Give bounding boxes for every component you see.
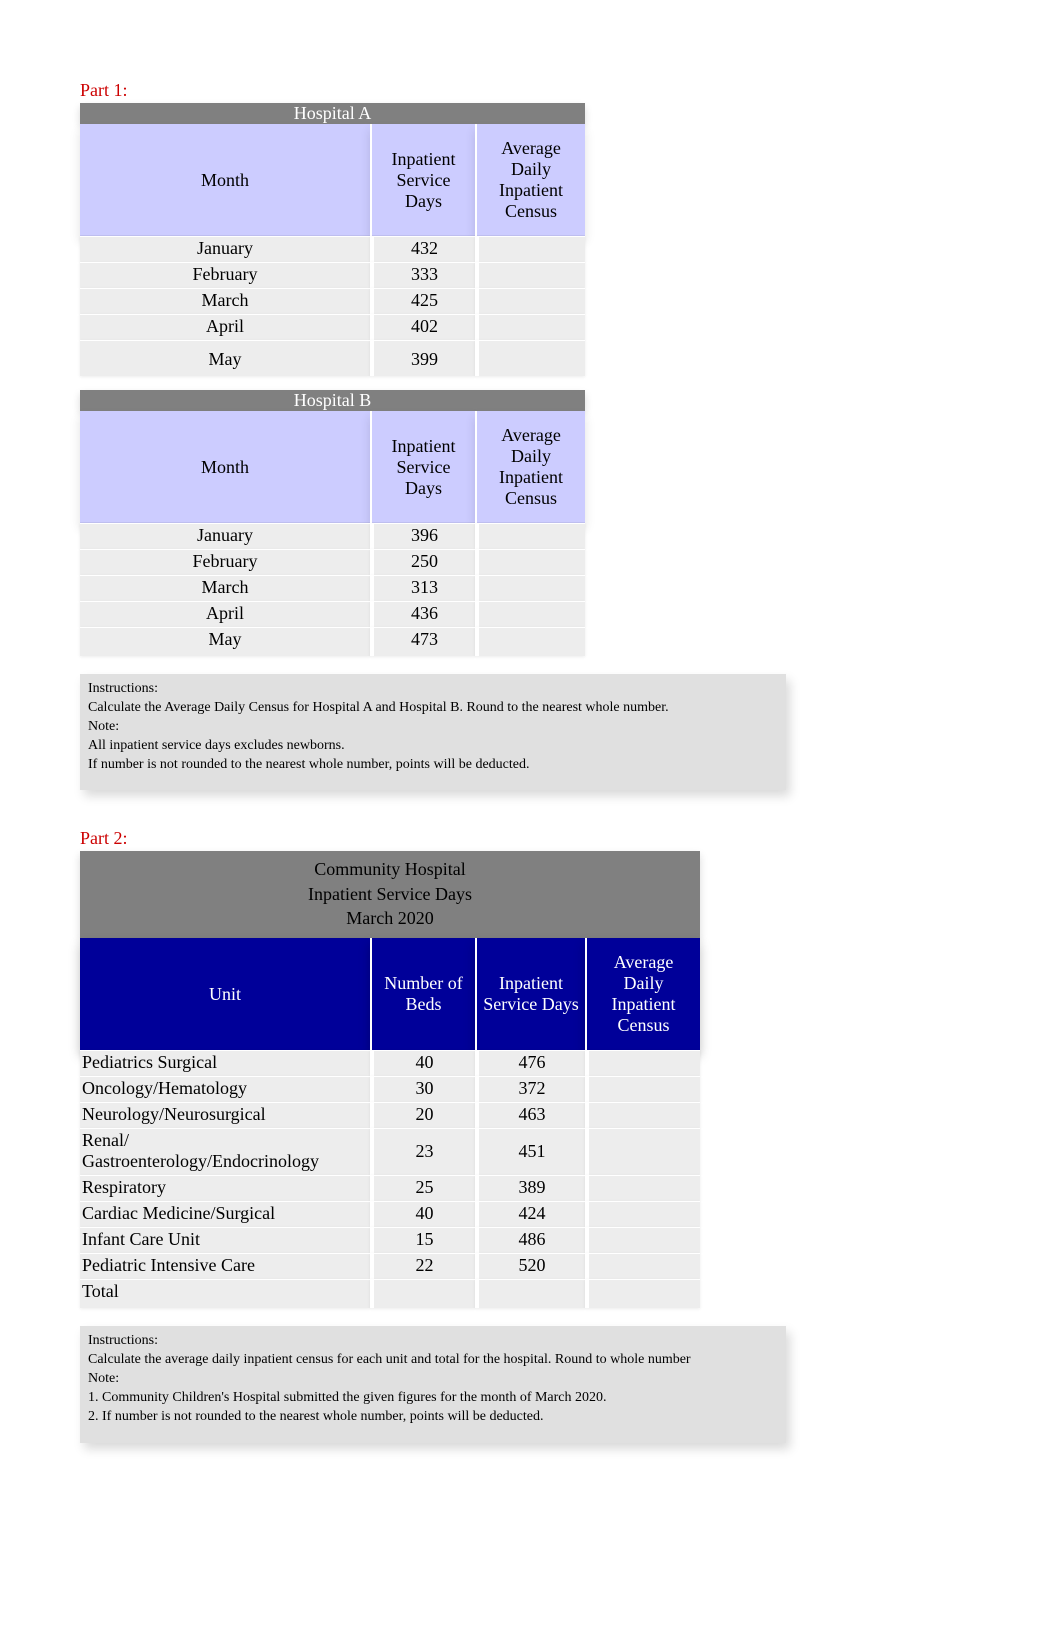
cell-days: 372 xyxy=(475,1076,585,1102)
cell-beds: 22 xyxy=(370,1253,475,1279)
cell-unit: Pediatric Intensive Care xyxy=(80,1253,370,1279)
col-avg-census: Average Daily Inpatient Census xyxy=(475,124,585,236)
cell-days: 333 xyxy=(370,262,475,288)
cell-census[interactable] xyxy=(585,1076,700,1102)
instr-line: 1. Community Children's Hospital submitt… xyxy=(88,1389,778,1408)
cell-days: 473 xyxy=(370,627,475,656)
instr-line: Note: xyxy=(88,718,778,737)
cell-days: 451 xyxy=(475,1128,585,1175)
cell-month: March xyxy=(80,575,370,601)
cell-days: 399 xyxy=(370,340,475,376)
cell-days: 389 xyxy=(475,1175,585,1201)
instr-line: Calculate the Average Daily Census for H… xyxy=(88,699,778,718)
title-line: Inpatient Service Days xyxy=(80,882,700,906)
part2-instructions: Instructions: Calculate the average dail… xyxy=(80,1326,786,1442)
cell-month: February xyxy=(80,549,370,575)
cell-unit: Pediatrics Surgical xyxy=(80,1050,370,1076)
cell-census[interactable] xyxy=(475,575,585,601)
part1-instructions: Instructions: Calculate the Average Dail… xyxy=(80,674,786,790)
cell-beds: 15 xyxy=(370,1227,475,1253)
cell-beds-total[interactable] xyxy=(370,1279,475,1308)
cell-month: April xyxy=(80,601,370,627)
cell-month: May xyxy=(80,627,370,656)
cell-unit-total: Total xyxy=(80,1279,370,1308)
cell-census[interactable] xyxy=(585,1227,700,1253)
cell-month: April xyxy=(80,314,370,340)
part2-label: Part 2: xyxy=(80,828,982,849)
cell-beds: 25 xyxy=(370,1175,475,1201)
col-avg-census: Average Daily Inpatient Census xyxy=(475,411,585,523)
instr-line: Calculate the average daily inpatient ce… xyxy=(88,1351,778,1370)
cell-month: January xyxy=(80,236,370,262)
cell-census[interactable] xyxy=(475,340,585,376)
cell-census-total[interactable] xyxy=(585,1279,700,1308)
cell-census[interactable] xyxy=(585,1253,700,1279)
title-line: Community Hospital xyxy=(80,857,700,881)
title-line: March 2020 xyxy=(80,906,700,930)
cell-unit: Respiratory xyxy=(80,1175,370,1201)
col-month: Month xyxy=(80,124,370,236)
cell-month: February xyxy=(80,262,370,288)
community-title: Community Hospital Inpatient Service Day… xyxy=(80,851,700,938)
cell-census[interactable] xyxy=(475,601,585,627)
cell-census[interactable] xyxy=(475,523,585,549)
cell-census[interactable] xyxy=(475,236,585,262)
cell-unit: Oncology/Hematology xyxy=(80,1076,370,1102)
cell-days: 432 xyxy=(370,236,475,262)
cell-beds: 40 xyxy=(370,1201,475,1227)
instr-line: If number is not rounded to the nearest … xyxy=(88,756,778,775)
community-hospital-table: Community Hospital Inpatient Service Day… xyxy=(80,851,700,1308)
cell-days: 436 xyxy=(370,601,475,627)
instr-line: Instructions: xyxy=(88,680,778,699)
cell-census[interactable] xyxy=(475,627,585,656)
cell-beds: 40 xyxy=(370,1050,475,1076)
cell-census[interactable] xyxy=(475,549,585,575)
cell-days: 402 xyxy=(370,314,475,340)
col-inpatient-days: Inpatient Service Days xyxy=(370,124,475,236)
instr-line: Instructions: xyxy=(88,1332,778,1351)
cell-census[interactable] xyxy=(585,1175,700,1201)
cell-beds: 30 xyxy=(370,1076,475,1102)
col-inpatient-days: Inpatient Service Days xyxy=(370,411,475,523)
cell-days: 425 xyxy=(370,288,475,314)
cell-days: 396 xyxy=(370,523,475,549)
col-avg-census: Average Daily Inpatient Census xyxy=(585,938,700,1050)
cell-days: 313 xyxy=(370,575,475,601)
instr-line: Note: xyxy=(88,1370,778,1389)
cell-beds: 20 xyxy=(370,1102,475,1128)
cell-census[interactable] xyxy=(475,288,585,314)
cell-unit: Renal/ Gastroenterology/Endocrinology xyxy=(80,1128,370,1175)
cell-unit: Neurology/Neurosurgical xyxy=(80,1102,370,1128)
cell-beds: 23 xyxy=(370,1128,475,1175)
hospital-a-title: Hospital A xyxy=(80,103,585,124)
hospital-a-table: Hospital A Month Inpatient Service Days … xyxy=(80,103,585,376)
cell-census[interactable] xyxy=(475,314,585,340)
col-inpatient-days: Inpatient Service Days xyxy=(475,938,585,1050)
cell-census[interactable] xyxy=(585,1050,700,1076)
part1-label: Part 1: xyxy=(80,80,982,101)
instr-line: 2. If number is not rounded to the neare… xyxy=(88,1408,778,1427)
instr-line: All inpatient service days excludes newb… xyxy=(88,737,778,756)
cell-days: 486 xyxy=(475,1227,585,1253)
col-unit: Unit xyxy=(80,938,370,1050)
hospital-b-table: Hospital B Month Inpatient Service Days … xyxy=(80,390,585,656)
cell-month: May xyxy=(80,340,370,376)
col-beds: Number of Beds xyxy=(370,938,475,1050)
cell-census[interactable] xyxy=(585,1128,700,1175)
cell-census[interactable] xyxy=(585,1102,700,1128)
cell-month: March xyxy=(80,288,370,314)
cell-unit: Cardiac Medicine/Surgical xyxy=(80,1201,370,1227)
cell-month: January xyxy=(80,523,370,549)
cell-days: 520 xyxy=(475,1253,585,1279)
cell-census[interactable] xyxy=(585,1201,700,1227)
cell-days: 424 xyxy=(475,1201,585,1227)
cell-unit: Infant Care Unit xyxy=(80,1227,370,1253)
cell-days: 250 xyxy=(370,549,475,575)
col-month: Month xyxy=(80,411,370,523)
cell-census[interactable] xyxy=(475,262,585,288)
cell-days-total[interactable] xyxy=(475,1279,585,1308)
cell-days: 463 xyxy=(475,1102,585,1128)
cell-days: 476 xyxy=(475,1050,585,1076)
hospital-b-title: Hospital B xyxy=(80,390,585,411)
